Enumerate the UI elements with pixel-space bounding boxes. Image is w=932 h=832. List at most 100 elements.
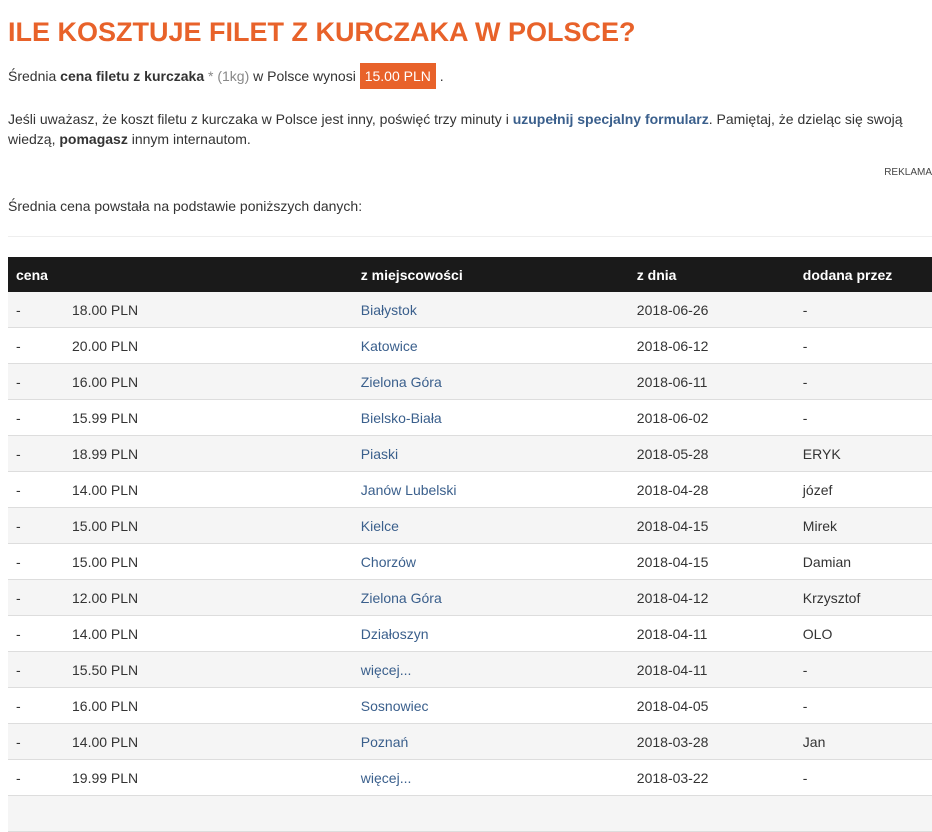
table-row: -15.99 PLN Bielsko-Biała 2018-06-02- (8, 399, 932, 436)
info-bold: pomagasz (59, 131, 128, 147)
price-cell: 14.00 PLN (64, 723, 353, 760)
row-marker: - (8, 687, 64, 724)
price-cell: 20.00 PLN (64, 327, 353, 364)
date-cell: 2018-04-12 (628, 579, 795, 616)
date-cell: 2018-04-05 (628, 687, 795, 724)
row-marker: - (8, 579, 64, 616)
date-cell: 2018-04-15 (628, 507, 795, 544)
row-marker: - (8, 651, 64, 688)
location-cell: Białystok (352, 292, 629, 328)
location-link[interactable]: Katowice (360, 337, 418, 354)
date-cell: 2018-04-15 (628, 543, 795, 580)
location-link[interactable]: Zielona Góra (360, 373, 442, 390)
table-row: -14.00 PLN Janów Lubelski 2018-04-28 józef (8, 471, 932, 508)
added-by-cell: józef (794, 471, 932, 508)
form-link[interactable]: uzupełnij specjalny formularz (512, 111, 709, 127)
location-link[interactable]: Poznań (360, 733, 409, 750)
price-cell: 15.00 PLN (64, 507, 353, 544)
location-cell: Bielsko-Biała (352, 399, 629, 436)
added-by-cell: - (794, 687, 932, 724)
date-cell: 2018-03-28 (628, 723, 795, 760)
date-cell: 2018-03-22 (628, 759, 795, 796)
table-row (8, 795, 932, 832)
price-cell: 16.00 PLN (64, 687, 353, 724)
added-by-cell (794, 795, 932, 832)
row-marker: - (8, 363, 64, 400)
location-cell: Zielona Góra (352, 579, 629, 616)
location-link[interactable]: więcej... (360, 769, 412, 786)
date-cell: 2018-05-28 (628, 435, 795, 472)
location-link[interactable]: Zielona Góra (360, 589, 442, 606)
price-cell: 15.99 PLN (64, 399, 353, 436)
header-added-by: dodana przez (794, 257, 932, 292)
price-cell: 15.00 PLN (64, 543, 353, 580)
divider (8, 236, 932, 237)
intro-end: . (435, 68, 444, 84)
location-cell: Działoszyn (352, 615, 629, 652)
intro-text-mid: w Polsce wynosi (249, 68, 360, 84)
average-price-text: Średnia cena filetu z kurczaka * (1kg) w… (8, 63, 932, 89)
date-cell: 2018-04-11 (628, 651, 795, 688)
location-link[interactable]: Białystok (360, 301, 417, 318)
row-marker: - (8, 399, 64, 436)
price-cell: 18.99 PLN (64, 435, 353, 472)
added-by-cell: ERYK (794, 435, 932, 472)
price-cell: 15.50 PLN (64, 651, 353, 688)
added-by-cell: Jan (794, 723, 932, 760)
location-cell: Kielce (352, 507, 629, 544)
location-link[interactable]: Chorzów (360, 553, 417, 570)
added-by-cell: - (794, 399, 932, 436)
location-link[interactable]: Piaski (360, 445, 399, 462)
table-row: -18.00 PLN Białystok 2018-06-26- (8, 292, 932, 328)
header-price: cena (8, 257, 353, 292)
intro-text: Średnia (8, 68, 61, 84)
table-row: -20.00 PLN Katowice 2018-06-12- (8, 327, 932, 364)
row-marker: - (8, 507, 64, 544)
header-location: z miejscowości (352, 257, 629, 292)
header-date: z dnia (628, 257, 795, 292)
location-link[interactable]: Bielsko-Biała (360, 409, 442, 426)
row-marker: - (8, 759, 64, 796)
location-cell: więcej... (352, 651, 629, 688)
table-row: -19.99 PLN więcej... 2018-03-22- (8, 759, 932, 796)
added-by-cell: OLO (794, 615, 932, 652)
location-cell: Sosnowiec (352, 687, 629, 724)
date-cell: 2018-04-28 (628, 471, 795, 508)
intro-bold: cena filetu z kurczaka (60, 68, 205, 84)
location-cell: Katowice (352, 327, 629, 364)
location-cell: Chorzów (352, 543, 629, 580)
price-table: cena z miejscowości z dnia dodana przez … (8, 257, 932, 832)
row-marker: - (8, 543, 64, 580)
added-by-cell: - (794, 759, 932, 796)
row-marker (8, 795, 64, 832)
date-cell: 2018-06-12 (628, 327, 795, 364)
location-link[interactable]: więcej... (360, 661, 412, 678)
date-cell: 2018-06-26 (628, 292, 795, 328)
row-marker: - (8, 615, 64, 652)
added-by-cell: Damian (794, 543, 932, 580)
location-cell (352, 795, 629, 832)
location-cell: Poznań (352, 723, 629, 760)
row-marker: - (8, 471, 64, 508)
location-cell: Janów Lubelski (352, 471, 629, 508)
price-cell: 14.00 PLN (64, 471, 353, 508)
row-marker: - (8, 435, 64, 472)
location-link[interactable]: Sosnowiec (360, 697, 429, 714)
table-row: -14.00 PLN Działoszyn 2018-04-11 OLO (8, 615, 932, 652)
info-text-3: innym internautom. (127, 131, 251, 147)
row-marker: - (8, 292, 64, 328)
table-row: -15.00 PLN Kielce 2018-04-15 Mirek (8, 507, 932, 544)
location-link[interactable]: Kielce (360, 517, 399, 534)
location-link[interactable]: Janów Lubelski (360, 481, 457, 498)
added-by-cell: Mirek (794, 507, 932, 544)
table-row: -14.00 PLN Poznań 2018-03-28 Jan (8, 723, 932, 760)
price-cell: 18.00 PLN (64, 292, 353, 328)
basis-text: Średnia cena powstała na podstawie poniż… (8, 198, 363, 214)
location-link[interactable]: Działoszyn (360, 625, 429, 642)
average-price-badge: 15.00 PLN (359, 63, 436, 89)
table-header: cena z miejscowości z dnia dodana przez (8, 257, 932, 292)
location-cell: Zielona Góra (352, 363, 629, 400)
info-text-1: Jeśli uważasz, że koszt filetu z kurczak… (8, 111, 513, 127)
added-by-cell: - (794, 363, 932, 400)
table-row: -16.00 PLN Zielona Góra 2018-06-11- (8, 363, 932, 400)
